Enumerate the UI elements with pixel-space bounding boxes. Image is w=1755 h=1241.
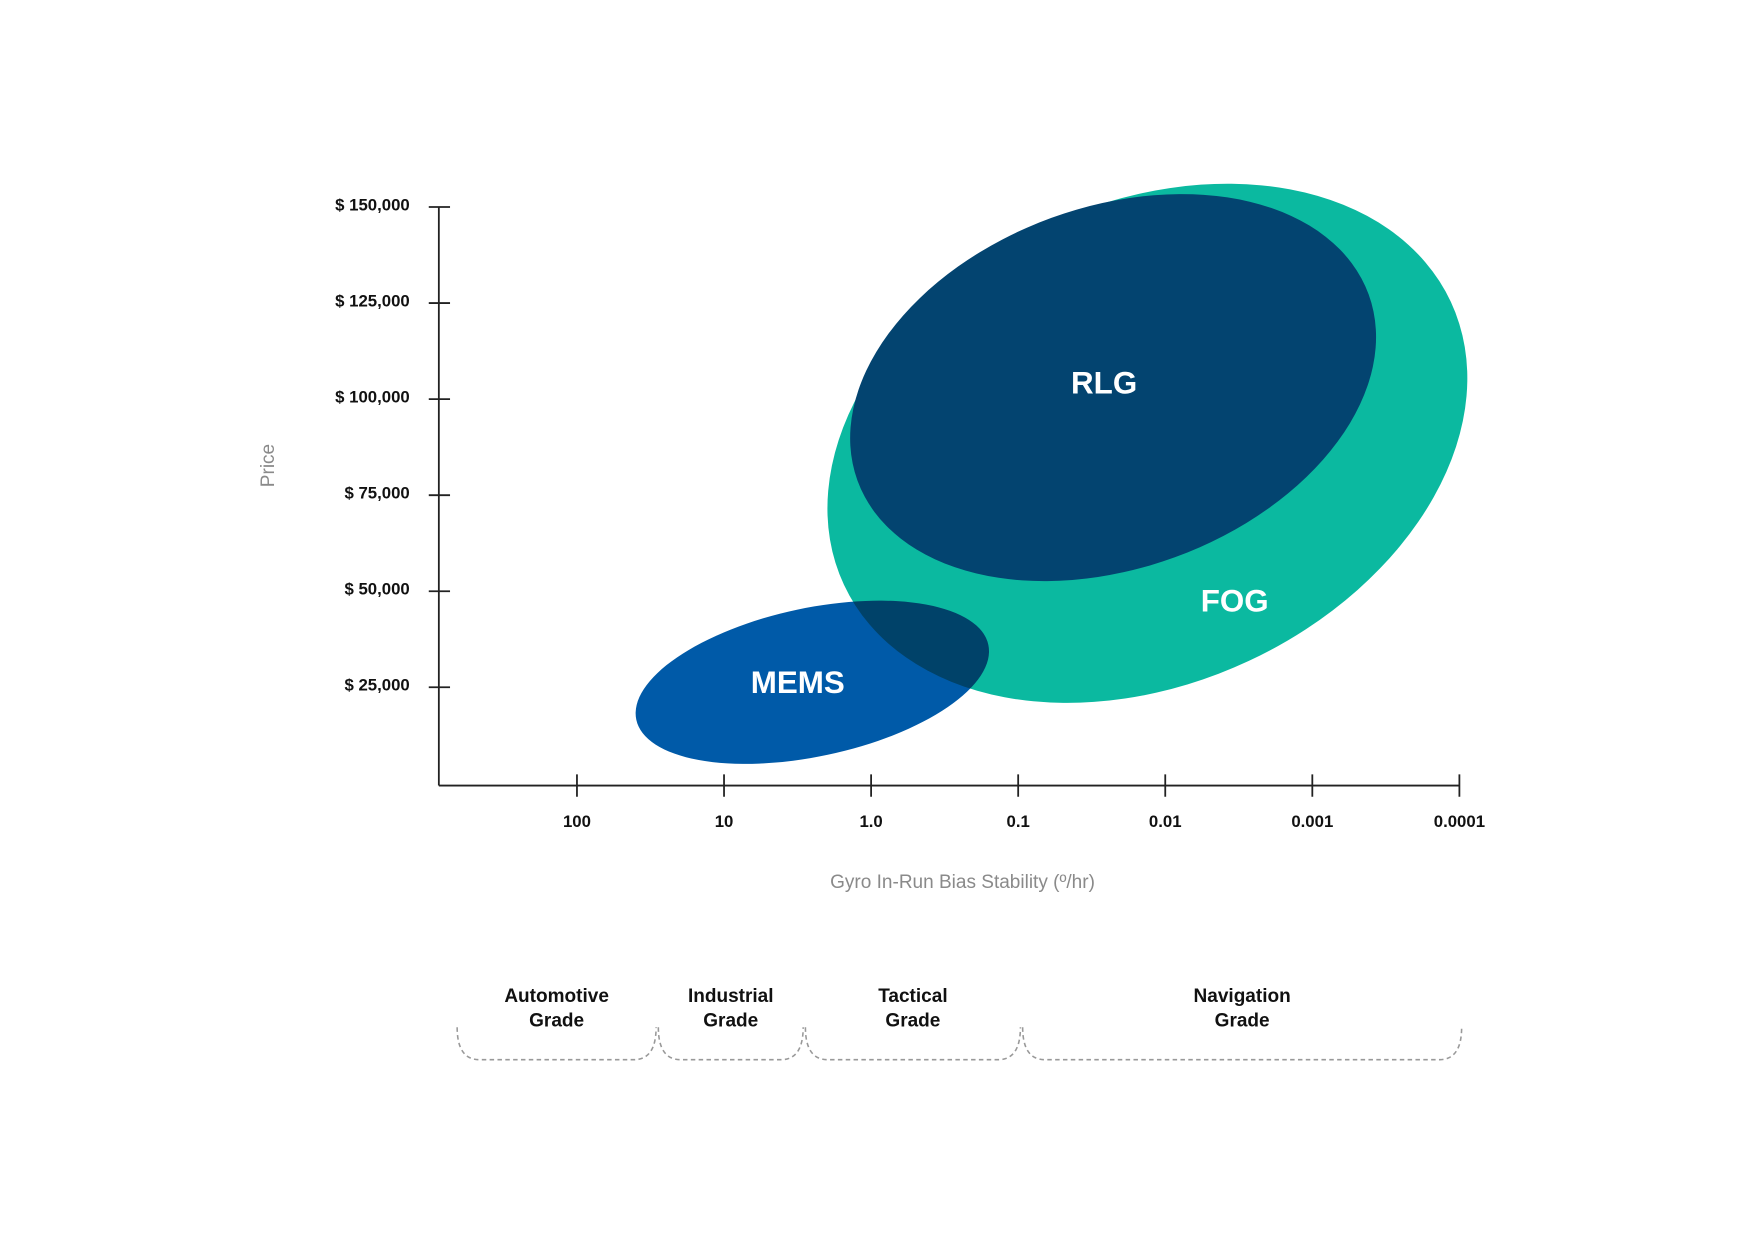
- grade-bracket: [1021, 1027, 1463, 1061]
- grade-label: Grade: [885, 1011, 940, 1032]
- x-tick-label: 0.1: [1007, 812, 1030, 831]
- grade-label: Navigation: [1194, 986, 1291, 1007]
- region: [850, 194, 1377, 582]
- region-label: MEMS: [751, 665, 845, 700]
- x-tick-label: 1.0: [859, 812, 882, 831]
- y-tick-label: $ 25,000: [344, 676, 409, 695]
- x-axis-title: Gyro In-Run Bias Stability (º/hr): [830, 872, 1095, 893]
- region: [635, 600, 990, 764]
- x-tick-label: 100: [563, 812, 591, 831]
- x-tick-label: 0.01: [1149, 812, 1182, 831]
- x-tick-label: 0.001: [1291, 812, 1333, 831]
- y-tick-label: $ 125,000: [335, 291, 410, 310]
- grade-bracket: [657, 1027, 804, 1061]
- region-label: RLG: [1071, 366, 1137, 401]
- regions: [635, 183, 1468, 764]
- x-tick-label: 10: [715, 812, 734, 831]
- region-label: FOG: [1201, 584, 1269, 619]
- y-axis-title: Price: [258, 444, 279, 487]
- grade-label: Industrial: [688, 986, 774, 1007]
- grade-label: Automotive: [504, 986, 609, 1007]
- y-tick-label: $ 150,000: [335, 195, 410, 214]
- axes: [428, 206, 1461, 797]
- y-tick-label: $ 75,000: [344, 483, 409, 502]
- grade-bracket: [456, 1027, 657, 1061]
- y-tick-label: $ 50,000: [344, 580, 409, 599]
- grade-label: Grade: [1215, 1011, 1270, 1032]
- grade-label: Tactical: [878, 986, 947, 1007]
- grade-label: Grade: [529, 1011, 584, 1032]
- grade-bracket: [804, 1027, 1022, 1061]
- grade-label: Grade: [703, 1011, 758, 1032]
- x-tick-label: 0.0001: [1434, 812, 1485, 831]
- y-tick-label: $ 100,000: [335, 387, 410, 406]
